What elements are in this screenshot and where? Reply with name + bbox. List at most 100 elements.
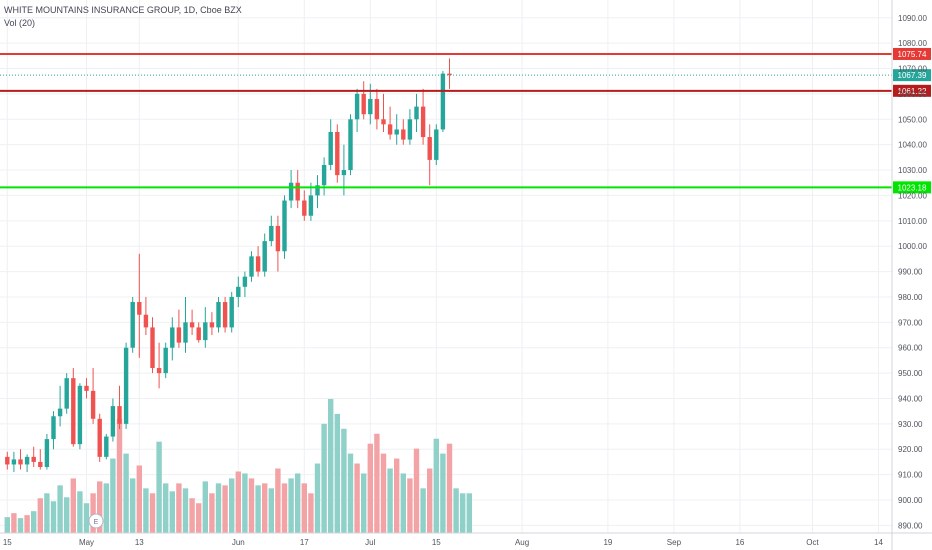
- candle-body: [420, 106, 426, 138]
- earnings-event-icon[interactable]: [88, 513, 104, 529]
- candle: [209, 312, 215, 336]
- volume-indicator-label[interactable]: Vol (20): [4, 18, 36, 28]
- candle-body: [57, 408, 63, 417]
- candle: [130, 296, 135, 353]
- candle-body: [64, 378, 69, 409]
- price-tick-label: 960.00: [898, 344, 923, 353]
- candle-body: [18, 459, 23, 465]
- candle-body: [242, 276, 248, 287]
- volume-bars: [4, 399, 472, 533]
- volume-bar: [57, 485, 63, 533]
- horizontal-lines[interactable]: 1075.74 1061.22 1023.18 1067.39: [0, 47, 931, 194]
- candle: [434, 124, 439, 165]
- candle-body: [117, 406, 122, 424]
- resistance-2-price-tag: [893, 84, 931, 97]
- volume-bar: [156, 441, 162, 533]
- candle-body: [44, 439, 50, 468]
- candle: [104, 434, 109, 460]
- candle: [440, 71, 446, 132]
- volume-bar: [169, 491, 175, 533]
- candle: [5, 451, 10, 470]
- candle: [414, 93, 419, 132]
- resistance-1-price-tag: [893, 47, 931, 60]
- candle: [321, 157, 327, 196]
- candlesticks: [5, 58, 452, 473]
- candle-body: [368, 98, 373, 115]
- price-tick-label: 930.00: [898, 420, 923, 429]
- candle-body: [176, 327, 182, 343]
- candle: [90, 368, 96, 424]
- candle-body: [381, 119, 386, 125]
- candle-body: [328, 131, 333, 165]
- candle-body: [440, 73, 446, 130]
- volume-bar: [262, 483, 268, 533]
- candle-body: [24, 456, 30, 465]
- volume-bar: [202, 481, 208, 533]
- price-tick-label: 1090.00: [898, 14, 927, 23]
- candle: [143, 296, 149, 336]
- volume-bar: [420, 488, 426, 533]
- volume-bar: [189, 498, 195, 533]
- candle-body: [282, 200, 287, 252]
- candle-body: [137, 302, 142, 315]
- price-tick-label: 950.00: [898, 369, 923, 378]
- volume-bar: [413, 448, 420, 533]
- candle: [11, 451, 17, 473]
- candle-body: [354, 93, 360, 120]
- candle: [123, 342, 129, 429]
- time-axis[interactable]: 15 May 13 Jun 17 Jul 15 Aug 19 Sep 16 Oct 14: [0, 532, 932, 547]
- candle-body: [156, 368, 162, 374]
- volume-bar: [460, 493, 466, 533]
- candle: [302, 190, 307, 221]
- price-tick-label: 1030.00: [898, 166, 927, 175]
- candle-body: [77, 385, 83, 445]
- price-tick-label: 940.00: [898, 394, 923, 403]
- candle: [394, 114, 399, 145]
- candle-body: [222, 302, 228, 328]
- grid: [0, 0, 892, 533]
- candle: [170, 317, 175, 361]
- candle: [44, 434, 50, 470]
- volume-bar: [407, 478, 413, 533]
- candle: [183, 296, 188, 353]
- candle: [420, 88, 426, 145]
- candle-body: [123, 347, 129, 424]
- candle: [150, 317, 155, 374]
- candle: [407, 109, 413, 145]
- last-price-tag: [893, 69, 931, 82]
- earnings-event-marker[interactable]: E: [88, 513, 104, 529]
- volume-bar: [136, 465, 142, 533]
- candle: [242, 271, 248, 297]
- volume-bar: [394, 458, 400, 533]
- candle-body: [447, 73, 452, 76]
- candle-body: [262, 241, 267, 272]
- symbol-title[interactable]: WHITE MOUNTAINS INSURANCE GROUP, 1D, Cbo…: [4, 5, 242, 15]
- candle: [381, 93, 386, 132]
- volume-bar: [347, 453, 354, 533]
- candle: [97, 413, 102, 462]
- candle-body: [71, 378, 76, 445]
- candle: [38, 449, 43, 470]
- volume-bar: [103, 483, 109, 533]
- volume-bar: [4, 517, 10, 533]
- volume-bar: [301, 483, 307, 533]
- candle-body: [189, 322, 195, 328]
- volume-bar: [275, 468, 281, 533]
- candle-body: [90, 390, 96, 419]
- candle: [361, 81, 366, 120]
- volume-bar: [367, 443, 373, 533]
- volume-bar: [116, 418, 123, 533]
- price-axis[interactable]: 1090.00 1080.00 1070.00 1060.00 1050.00 1040.…: [891, 0, 927, 550]
- volume-bar: [361, 473, 367, 533]
- price-tick-label: 1020.00: [898, 191, 927, 200]
- volume-bar: [328, 399, 334, 533]
- volume-bar: [130, 478, 136, 533]
- price-tick-label: 970.00: [898, 318, 923, 327]
- volume-bar: [110, 458, 116, 533]
- candle-body: [427, 137, 432, 160]
- candle: [269, 215, 274, 247]
- candle-body: [275, 225, 281, 252]
- candle: [64, 373, 69, 414]
- price-tick-label: 890.00: [898, 521, 923, 530]
